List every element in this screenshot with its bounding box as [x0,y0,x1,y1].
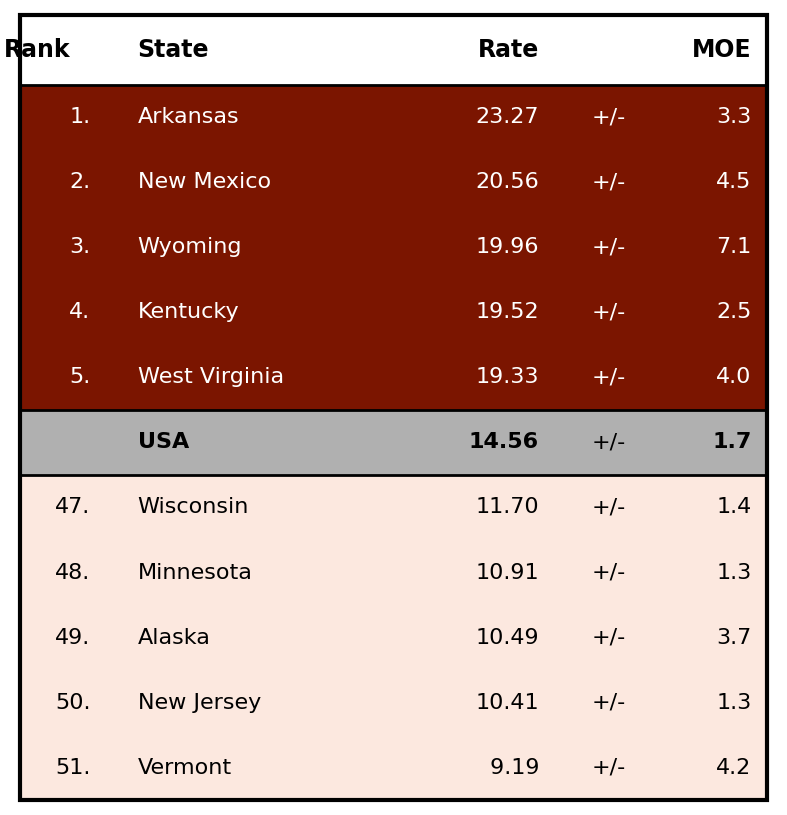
Text: 1.7: 1.7 [712,433,752,452]
Text: 10.41: 10.41 [475,693,539,713]
Text: 23.27: 23.27 [475,107,539,127]
Text: +/-: +/- [591,497,626,518]
Text: 19.52: 19.52 [475,302,539,322]
Text: 5.: 5. [69,368,91,387]
Text: 1.3: 1.3 [716,693,752,713]
Text: +/-: +/- [591,433,626,452]
Bar [20,214,767,280]
Text: Vermont: Vermont [138,758,232,778]
Bar [20,410,767,475]
Text: +/-: +/- [591,758,626,778]
Text: Rank: Rank [4,37,71,62]
Text: 20.56: 20.56 [475,172,539,192]
Text: MOE: MOE [692,37,752,62]
Text: Wisconsin: Wisconsin [138,497,249,518]
Text: 10.91: 10.91 [475,562,539,583]
Text: Kentucky: Kentucky [138,302,239,322]
Text: 2.5: 2.5 [716,302,752,322]
Text: USA: USA [138,433,189,452]
Text: +/-: +/- [591,302,626,322]
Text: 9.19: 9.19 [482,758,539,778]
Text: +/-: +/- [591,237,626,258]
Text: 4.0: 4.0 [716,368,752,387]
Text: 47.: 47. [55,497,91,518]
Text: State: State [138,37,209,62]
Bar [20,475,767,540]
Text: 3.3: 3.3 [716,107,752,127]
Text: Arkansas: Arkansas [138,107,239,127]
Text: 10.49: 10.49 [475,628,539,648]
Text: 11.70: 11.70 [475,497,539,518]
Text: +/-: +/- [591,107,626,127]
Bar [20,280,767,345]
Text: 4.5: 4.5 [716,172,752,192]
Text: 3.7: 3.7 [716,628,752,648]
Text: New Jersey: New Jersey [138,693,261,713]
Text: New Mexico: New Mexico [138,172,271,192]
Text: 19.33: 19.33 [475,368,539,387]
Text: 19.96: 19.96 [475,237,539,258]
Text: Alaska: Alaska [138,628,211,648]
Text: West Virginia: West Virginia [138,368,284,387]
Bar [20,540,767,605]
Text: 14.56: 14.56 [469,433,539,452]
Text: 49.: 49. [55,628,91,648]
Text: 4.2: 4.2 [716,758,752,778]
Bar [20,735,767,800]
Text: 2.: 2. [69,172,91,192]
Text: +/-: +/- [591,628,626,648]
Bar [20,605,767,670]
Text: 1.3: 1.3 [716,562,752,583]
Bar [20,15,767,85]
Text: +/-: +/- [591,693,626,713]
Text: +/-: +/- [591,562,626,583]
Bar [20,345,767,410]
Text: 1.4: 1.4 [716,497,752,518]
Text: Minnesota: Minnesota [138,562,253,583]
Text: 48.: 48. [55,562,91,583]
Text: 50.: 50. [55,693,91,713]
Bar [20,150,767,214]
Text: 51.: 51. [55,758,91,778]
Bar [20,670,767,735]
Text: Rate: Rate [478,37,539,62]
Text: Wyoming: Wyoming [138,237,242,258]
Text: +/-: +/- [591,172,626,192]
Text: 3.: 3. [69,237,91,258]
Bar [20,85,767,150]
Text: 1.: 1. [69,107,91,127]
Text: 7.1: 7.1 [716,237,752,258]
Text: +/-: +/- [591,368,626,387]
Text: 4.: 4. [69,302,91,322]
